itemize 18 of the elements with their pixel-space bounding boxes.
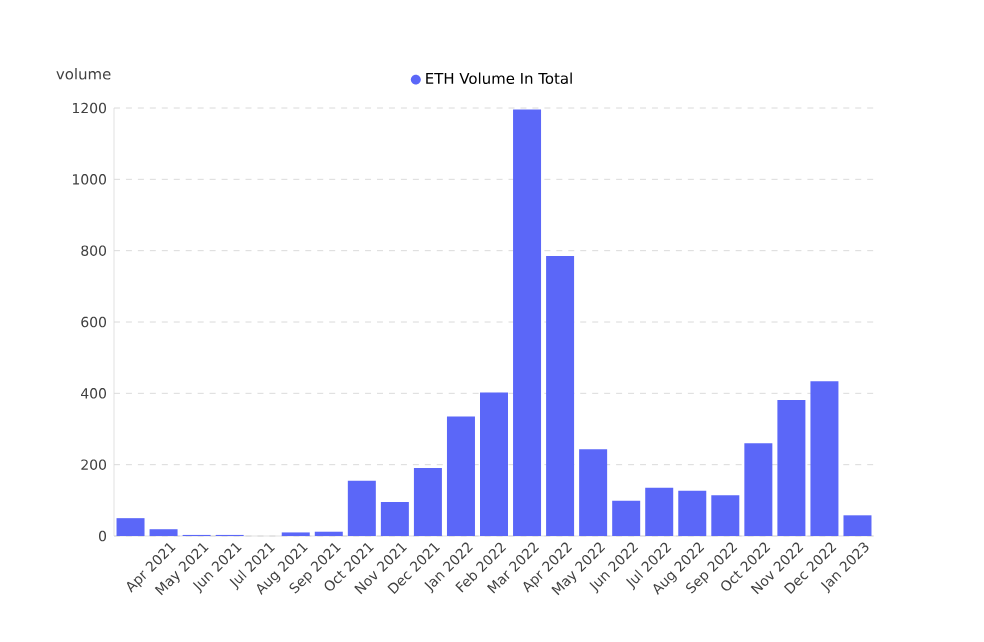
bar <box>546 256 575 536</box>
bar <box>579 449 608 536</box>
bar <box>480 392 508 536</box>
bar <box>810 381 839 536</box>
bar <box>678 490 707 536</box>
bar <box>744 443 773 536</box>
bar <box>380 502 409 536</box>
bar <box>347 480 376 536</box>
bar <box>777 400 806 536</box>
bar <box>711 495 740 536</box>
bar <box>513 109 542 536</box>
bar <box>446 416 475 536</box>
bar <box>413 467 442 536</box>
bar <box>843 515 872 536</box>
bar <box>612 500 641 536</box>
bar <box>116 518 145 536</box>
bar <box>149 529 178 536</box>
bar <box>645 487 674 536</box>
